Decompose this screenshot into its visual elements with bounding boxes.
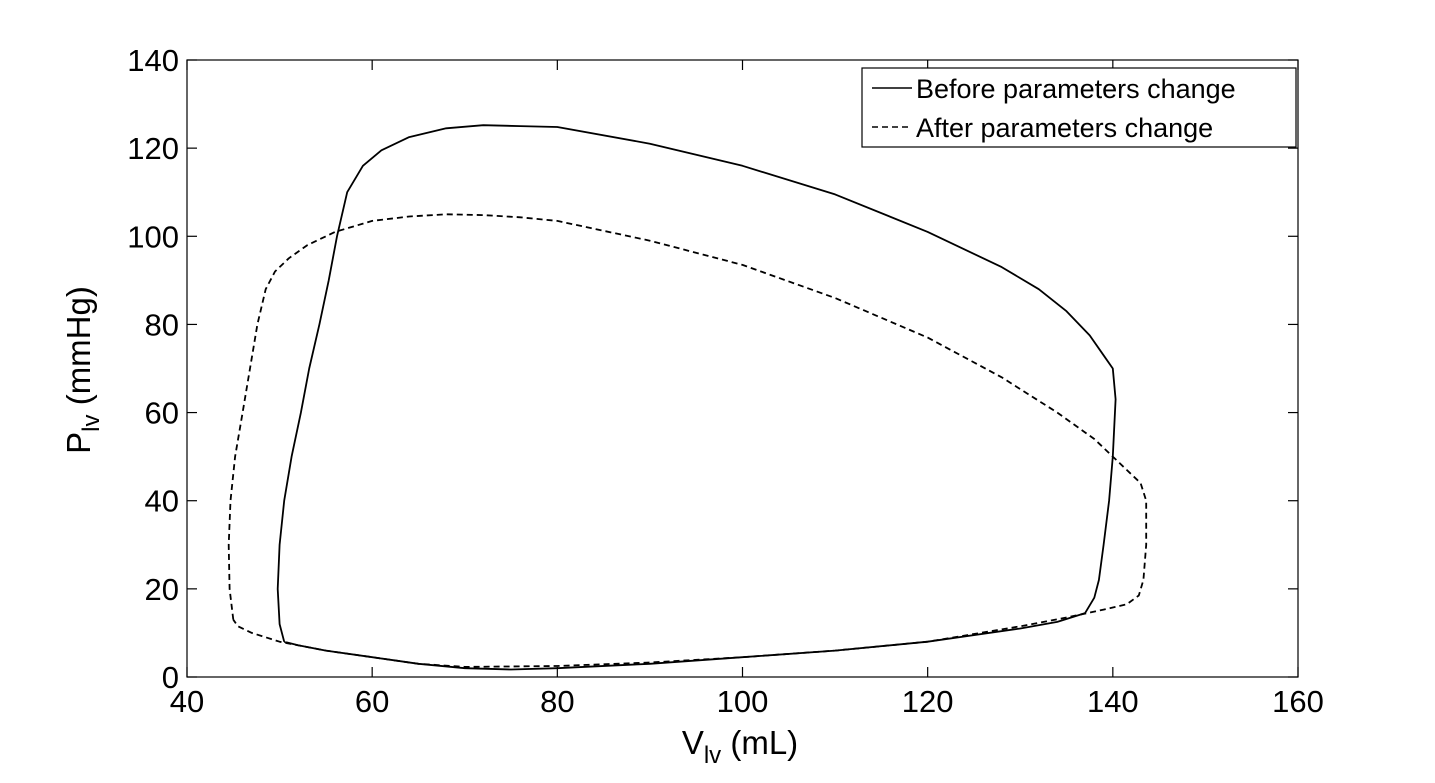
axis-ticks: 40 60 80 100 120 140 160 0 20 40 60 80 100 120 140 xyxy=(127,43,1324,719)
y-tick-label: 120 xyxy=(127,131,179,166)
legend-label-before: Before parameters change xyxy=(916,74,1236,104)
x-tick-label: 40 xyxy=(170,684,204,719)
y-tick-label: 40 xyxy=(145,484,179,519)
series-line-after xyxy=(227,213,1148,668)
legend-label-after: After parameters change xyxy=(916,113,1213,143)
x-tick-label: 120 xyxy=(902,684,954,719)
series-line-before xyxy=(276,124,1117,671)
plot-area xyxy=(186,59,1299,678)
legend: Before parameters change After parameter… xyxy=(861,67,1297,148)
x-tick-label: 60 xyxy=(355,684,389,719)
plot-frame xyxy=(186,59,1299,678)
y-axis-label: Plv (mmHg) xyxy=(60,286,105,454)
y-tick-label: 100 xyxy=(127,219,179,254)
y-tick-label: 60 xyxy=(145,396,179,431)
y-tick-label: 80 xyxy=(145,307,179,342)
x-tick-label: 160 xyxy=(1272,684,1324,719)
series-layer xyxy=(227,124,1148,671)
y-tick-label: 140 xyxy=(127,43,179,78)
x-tick-label: 100 xyxy=(717,684,769,719)
y-tick-label: 20 xyxy=(145,572,179,607)
x-axis-label: Vlv (mL) xyxy=(682,724,798,769)
legend-box xyxy=(861,67,1297,148)
y-tick-label: 0 xyxy=(162,660,179,695)
x-tick-label: 140 xyxy=(1087,684,1139,719)
x-tick-label: 80 xyxy=(540,684,574,719)
